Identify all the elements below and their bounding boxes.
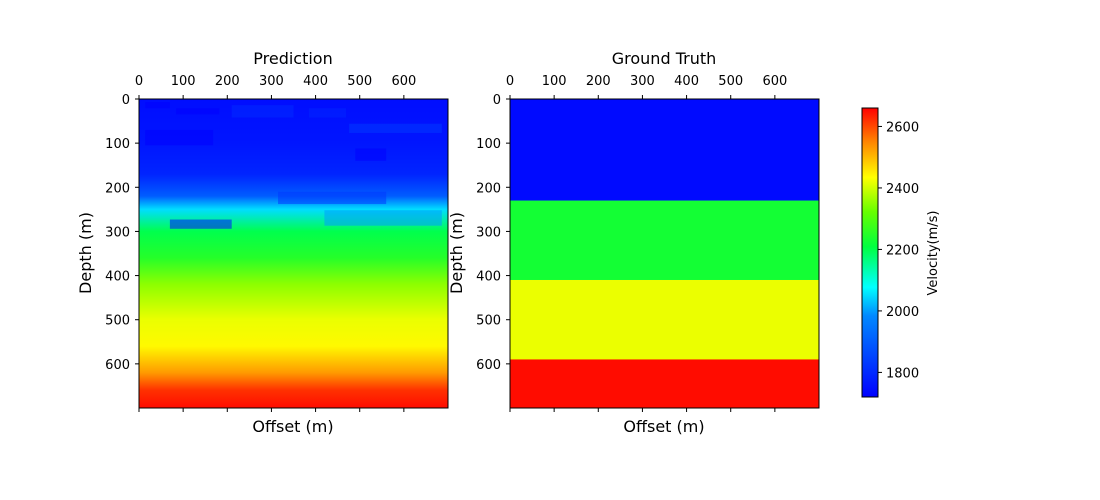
prediction-texture-block: [145, 129, 214, 146]
prediction-title: Prediction: [253, 49, 332, 68]
prediction-plot-area: [138, 98, 449, 409]
ground-truth-y-tick-label: 100: [476, 137, 501, 152]
prediction-texture-block: [145, 102, 170, 109]
ground-truth-layer: [510, 279, 819, 360]
ground-truth-title: Ground Truth: [612, 49, 717, 68]
ground-truth-layers: [510, 99, 819, 409]
prediction-texture-block: [324, 210, 442, 226]
prediction-x-tick-label: 0: [135, 74, 143, 89]
ground-truth-layer: [510, 99, 819, 202]
prediction-x-tick-label: 500: [347, 74, 372, 89]
ground-truth-y-ticks: 0 100 200 300 400 500 600: [476, 93, 510, 373]
prediction-texture-block: [278, 191, 387, 205]
ground-truth-y-tick-label: 500: [476, 314, 501, 329]
prediction-y-tick-label: 200: [105, 181, 130, 196]
colorbar-gradient: [861, 107, 879, 398]
prediction-field: [139, 99, 448, 408]
prediction-texture-block: [231, 105, 294, 118]
ground-truth-layer: [510, 359, 819, 409]
ground-truth-frame: [509, 98, 820, 409]
ground-truth-y-tick-label: 300: [476, 225, 501, 240]
prediction-y-tick-label: 100: [105, 137, 130, 152]
prediction-y-tick-label: 500: [105, 314, 130, 329]
prediction-y-ticks: 0 100 200 300 400 500 600: [105, 93, 139, 373]
colorbar-label: Velocity(m/s): [926, 211, 941, 296]
ground-truth-x-tick-label: 200: [586, 74, 611, 89]
colorbar: 1800 2000 2200 2400 2600 Velocity(m/s): [861, 107, 941, 398]
prediction-x-tick-label: 200: [215, 74, 240, 89]
colorbar-tick-label: 1800: [886, 366, 919, 381]
prediction-y-tick-label: 400: [105, 270, 130, 285]
prediction-texture-block: [308, 108, 347, 118]
prediction-ylabel: Depth (m): [76, 212, 95, 294]
prediction-xlabel: Offset (m): [252, 417, 333, 436]
ground-truth-layer: [510, 200, 819, 281]
colorbar-tick-label: 2400: [886, 182, 919, 197]
prediction-texture-block: [349, 123, 442, 133]
ground-truth-x-tick-label: 600: [762, 74, 787, 89]
colorbar-tick-label: 2000: [886, 305, 919, 320]
colorbar-ticks: 1800 2000 2200 2400 2600: [878, 120, 919, 381]
ground-truth-ylabel: Depth (m): [447, 212, 466, 294]
ground-truth-x-tick-label: 300: [630, 74, 655, 89]
ground-truth-x-tick-label: 100: [542, 74, 567, 89]
prediction-y-tick-label: 600: [105, 358, 130, 373]
colorbar-tick-label: 2200: [886, 243, 919, 258]
ground-truth-x-tick-label: 400: [674, 74, 699, 89]
prediction-texture: [145, 102, 442, 229]
ground-truth-y-tick-label: 200: [476, 181, 501, 196]
prediction-x-tick-label: 600: [391, 74, 416, 89]
prediction-texture-block: [176, 108, 220, 115]
ground-truth-x-tick-label: 500: [718, 74, 743, 89]
prediction-texture-block: [355, 148, 387, 161]
ground-truth-panel: Ground Truth 0 100 200 300 400 500 600 0 100 200…: [447, 49, 820, 436]
prediction-x-tick-label: 400: [303, 74, 328, 89]
ground-truth-y-tick-label: 0: [493, 93, 501, 108]
prediction-frame: [138, 98, 449, 409]
ground-truth-x-ticks: 0 100 200 300 400 500 600: [506, 74, 787, 412]
ground-truth-x-tick-label: 0: [506, 74, 514, 89]
ground-truth-y-tick-label: 600: [476, 358, 501, 373]
ground-truth-xlabel: Offset (m): [623, 417, 704, 436]
prediction-y-tick-label: 0: [122, 93, 130, 108]
prediction-x-ticks: 0 100 200 300 400 500 600: [135, 74, 416, 412]
prediction-x-tick-label: 300: [259, 74, 284, 89]
prediction-x-tick-label: 100: [171, 74, 196, 89]
prediction-texture-block: [169, 219, 232, 229]
prediction-panel: Prediction 0 100 200 300 400 500 600 0 100 200 30…: [76, 49, 449, 436]
colorbar-tick-label: 2600: [886, 120, 919, 135]
prediction-y-tick-label: 300: [105, 225, 130, 240]
ground-truth-y-tick-label: 400: [476, 270, 501, 285]
